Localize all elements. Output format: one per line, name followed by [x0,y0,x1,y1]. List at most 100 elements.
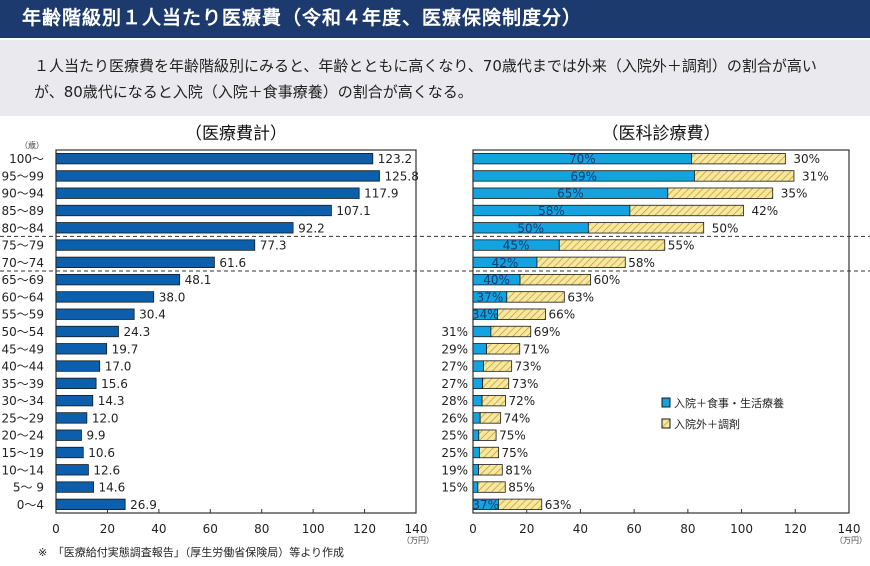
inpatient-bar-segment [472,394,483,407]
legend-inpatient-swatch [661,397,671,408]
inpatient-share-label: 69% [570,169,597,183]
total-cost-bar [55,308,135,320]
total-cost-value-label: 14.3 [98,394,125,408]
total-cost-bar [55,481,94,493]
outpatient-share-label: 60% [594,273,621,287]
footnote: ※ 「医療給付実態調査報告」（厚生労働省保険局）等より作成 [38,546,344,559]
age-category-label: 50～54 [1,325,44,339]
total-cost-x-tick-label: 40 [151,522,166,536]
inpatient-share-label: 29% [441,342,468,356]
total-cost-bar [55,256,215,269]
outpatient-bar-segment [477,481,506,493]
total-cost-value-label: 117.9 [364,187,398,201]
inpatient-share-label: 19% [441,463,468,477]
total-cost-x-tick-label: 0 [52,522,60,536]
outpatient-bar-segment [629,204,744,217]
outpatient-bar-segment [558,239,666,251]
inpatient-bar-segment [472,343,487,355]
inpatient-share-label: 27% [441,360,468,374]
inpatient-share-label: 58% [538,204,565,218]
inpatient-share-label: 34% [472,308,499,322]
outpatient-share-label: 66% [549,308,576,322]
outpatient-bar-segment [479,412,502,424]
age-category-label: 35～39 [1,377,44,391]
outpatient-share-label: 42% [751,204,778,218]
total-cost-x-tick-label: 60 [203,522,218,536]
age-category-label: 45～49 [1,342,44,356]
medical-cost-x-tick-label: 20 [519,522,534,536]
y-unit: （歳） [20,140,44,150]
outpatient-share-label: 69% [534,325,561,339]
total-cost-value-label: 10.6 [88,446,115,460]
total-cost-value-label: 77.3 [260,239,287,253]
outpatient-share-label: 63% [567,290,594,304]
medical-cost-x-tick-label: 120 [784,522,807,536]
total-cost-bar [55,204,332,217]
total-cost-value-label: 12.6 [93,463,120,477]
inpatient-share-label: 27% [441,377,468,391]
inpatient-bar-segment [472,481,479,493]
total-cost-x-tick-label: 80 [254,522,269,536]
outpatient-share-label: 75% [499,429,526,443]
inpatient-bar-segment [472,360,484,372]
inpatient-bar-segment [472,446,480,459]
total-cost-value-label: 92.2 [298,221,325,235]
legend-outpatient-swatch [661,418,671,429]
outpatient-bar-segment [497,308,546,320]
outpatient-bar-segment [486,343,521,355]
age-category-label: 95～99 [1,169,44,183]
total-cost-title: （医療費計） [185,124,287,144]
inpatient-share-label: 26% [441,411,468,425]
age-category-label: 100～ [9,152,44,166]
page-title: 年齢階級別１人当たり医療費（令和４年度、医療保険制度分） [0,0,870,38]
inpatient-share-label: 65% [557,187,584,201]
total-cost-value-label: 38.0 [159,290,186,304]
outpatient-share-label: 81% [505,463,532,477]
age-category-label: 25～29 [1,411,44,425]
total-cost-x-tick-label: 100 [302,522,325,536]
age-category-label: 85～89 [1,204,44,218]
outpatient-bar-segment [694,170,795,182]
inpatient-bar-segment [472,412,481,424]
outpatient-share-label: 73% [512,377,539,391]
inpatient-share-label: 31% [441,325,468,339]
total-cost-bar [55,464,89,476]
outpatient-bar-segment [481,394,506,407]
total-cost-value-label: 125.8 [384,169,418,183]
total-cost-bar [55,446,84,459]
outpatient-share-label: 58% [628,256,655,270]
legend-inpatient-label: 入院＋食事・生活療養 [674,396,784,410]
total-cost-bar [55,187,360,199]
age-category-label: 80～84 [1,221,44,235]
total-cost-x-tick-label: 20 [100,522,115,536]
total-cost-bar [55,394,94,407]
medical-cost-x-tick-label: 140 [838,522,861,536]
age-category-label: 20～24 [1,429,44,443]
total-cost-bar [55,429,82,441]
inpatient-share-label: 40% [483,273,510,287]
total-cost-bar [55,273,181,286]
age-category-label: 75～79 [1,239,44,253]
inpatient-share-label: 25% [441,429,468,443]
total-cost-bar [55,325,119,338]
age-category-label: 30～34 [1,394,44,408]
total-cost-value-label: 24.3 [123,325,150,339]
inpatient-share-label: 37% [477,290,504,304]
total-cost-bar [55,412,88,424]
total-cost-value-label: 15.6 [101,377,128,391]
age-category-label: 15～19 [1,446,44,460]
outpatient-bar-segment [587,222,705,234]
total-cost-value-label: 17.0 [105,360,132,374]
outpatient-bar-segment [478,446,499,459]
outpatient-bar-segment [490,325,532,338]
outpatient-share-label: 74% [504,411,531,425]
outpatient-share-label: 55% [668,239,695,253]
medical-cost-x-unit: （万円） [835,536,867,545]
total-cost-bar [55,222,294,234]
outpatient-share-label: 63% [545,498,572,512]
inpatient-bar-segment [472,325,492,338]
medical-cost-x-tick-label: 80 [680,522,695,536]
inpatient-share-label: 50% [517,221,544,235]
inpatient-share-label: 28% [441,394,468,408]
total-cost-value-label: 14.6 [99,481,126,495]
